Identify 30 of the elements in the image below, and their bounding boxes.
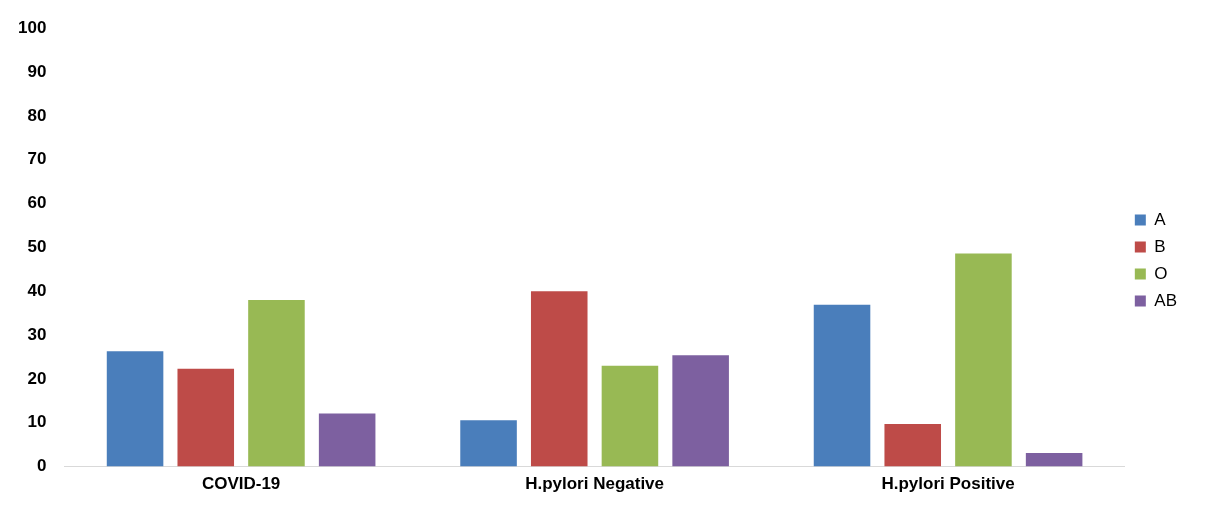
bar: [813, 304, 871, 467]
y-tick-label: 40: [27, 280, 47, 300]
y-tick-label: 20: [27, 368, 47, 388]
y-tick-label: 90: [27, 61, 47, 81]
y-tick-label: 30: [27, 324, 47, 344]
bar: [248, 300, 305, 467]
bar: [460, 420, 517, 467]
y-tick-label: 100: [17, 17, 47, 37]
bar: [955, 253, 1012, 467]
bar: [318, 413, 376, 467]
bar: [601, 365, 659, 467]
x-tick-label: H.pylori Negative: [525, 474, 665, 494]
legend-label: O: [1154, 263, 1168, 283]
y-tick-label: 0: [36, 456, 47, 476]
y-tick-label: 80: [27, 105, 47, 125]
bar: [530, 291, 588, 467]
y-tick-label: 60: [27, 193, 47, 213]
x-tick-label: COVID-19: [201, 474, 281, 494]
bar: [884, 424, 942, 467]
bar: [672, 355, 729, 467]
y-tick-label: 50: [27, 237, 47, 257]
legend-label: AB: [1154, 290, 1178, 310]
x-tick-label: H.pylori Positive: [881, 474, 1015, 494]
y-tick-label: 10: [27, 412, 47, 432]
y-tick-label: 70: [27, 149, 47, 169]
legend-label: B: [1154, 236, 1166, 256]
bar: [1025, 453, 1083, 467]
bar: [177, 368, 235, 467]
legend-label: A: [1154, 209, 1167, 229]
bar: [106, 351, 164, 467]
